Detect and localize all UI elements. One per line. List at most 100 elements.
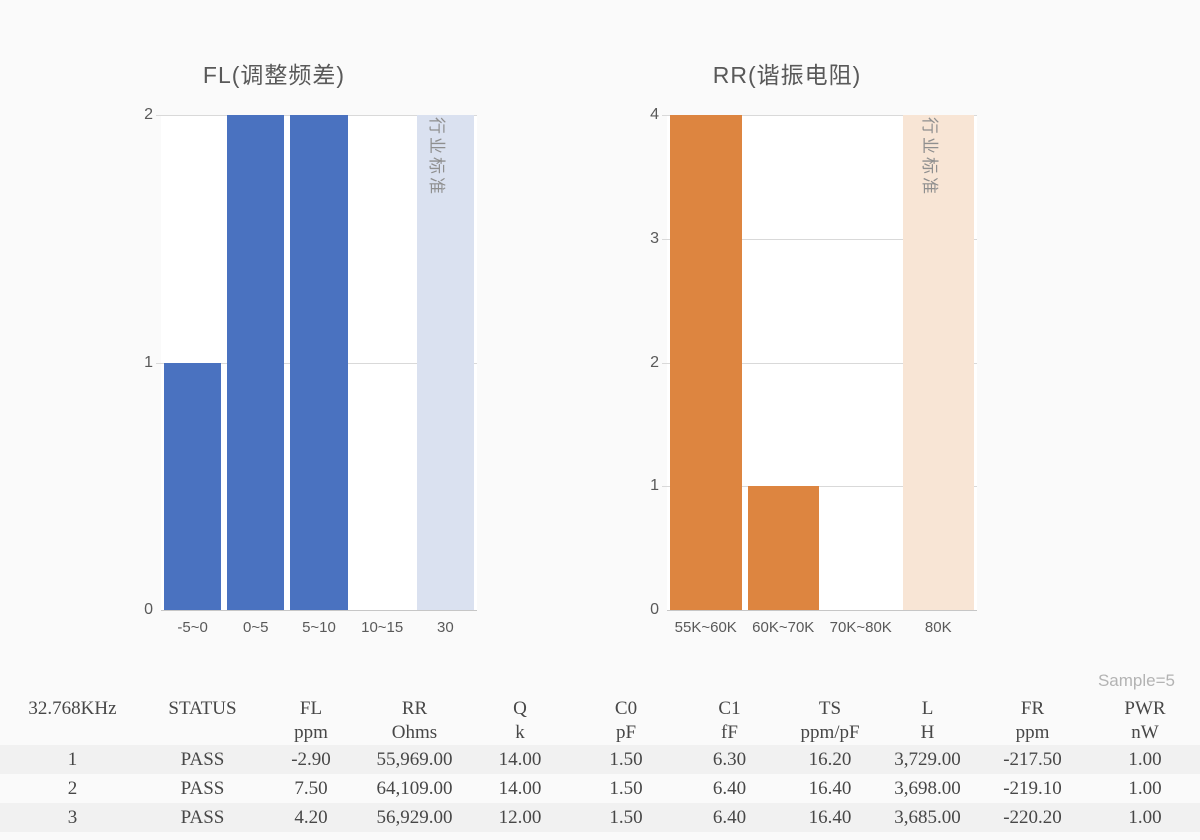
table-cell: 3,698.00 — [894, 777, 961, 799]
y-axis-tick — [156, 115, 161, 116]
table-row: 3 PASS 4.20 56,929.00 12.00 1.50 6.40 16.40 3,68… — [0, 803, 1200, 832]
y-axis-label: 4 — [650, 106, 659, 123]
gridline-y3 — [667, 238, 977, 240]
y-axis-label: 3 — [650, 229, 659, 247]
x-axis-label: 80K — [924, 619, 952, 636]
column-header: FL — [299, 697, 323, 719]
column-unit: ppm/pF — [800, 722, 860, 743]
column-unit: H — [920, 722, 935, 743]
table-cell: 56,929.00 — [376, 806, 453, 828]
chart-fl-title: FL(调整频差) — [202, 62, 346, 88]
sample-count-note: Sample=5 — [1097, 671, 1175, 690]
table-cell: -220.20 — [1003, 806, 1062, 828]
table-cell: 4.20 — [294, 806, 328, 828]
chart-rr-title: RR(谐振电阻) — [712, 62, 862, 88]
table-cell: 1.00 — [1128, 748, 1162, 770]
x-axis-label: -5~0 — [177, 619, 208, 636]
table-cell: 7.50 — [294, 777, 328, 799]
column-header: L — [921, 697, 934, 719]
table-cell: PASS — [180, 777, 225, 799]
results-table: 32.768KHz STATUS FL RR Q C0 C1 TS L FR PWR ppm Ohms k… — [0, 696, 1200, 832]
gridline-y4 — [667, 115, 977, 116]
chart-fl-plot-area: 行业标准 — [156, 115, 477, 611]
column-header: RR — [401, 697, 428, 719]
column-header: PWR — [1124, 697, 1166, 719]
column-unit: Ohms — [391, 722, 438, 743]
y-axis-label: 2 — [650, 353, 659, 371]
table-cell: 1.00 — [1128, 777, 1162, 799]
table-cell: 14.00 — [498, 777, 542, 799]
column-header: Q — [513, 697, 527, 719]
table-cell: 16.40 — [808, 806, 852, 828]
column-header: FR — [1020, 697, 1045, 719]
table-cell: 6.30 — [712, 748, 747, 770]
industry-standard-bar: 行业标准 — [902, 115, 974, 610]
table-cell: 64,109.00 — [376, 777, 453, 799]
table-cell: 12.00 — [498, 806, 542, 828]
table-cell: 1.50 — [609, 806, 643, 828]
y-axis-label: 1 — [650, 477, 659, 495]
table-cell: 1.50 — [609, 777, 643, 799]
gridline-y2 — [667, 362, 977, 364]
column-header: TS — [818, 697, 842, 719]
column-header: C1 — [718, 697, 741, 719]
table-cell: 2 — [67, 777, 78, 799]
column-unit — [0, 721, 145, 745]
x-axis-label: 60K~70K — [752, 619, 815, 636]
table-cell: 6.40 — [712, 777, 747, 799]
x-axis-label: 70K~80K — [829, 619, 892, 636]
column-header: STATUS — [168, 697, 237, 719]
y-axis-tick — [662, 115, 667, 116]
industry-standard-bar: 行业标准 — [416, 115, 474, 610]
table-cell: 3,685.00 — [894, 806, 961, 828]
column-unit: ppm — [1015, 722, 1050, 743]
table-cell: -2.90 — [291, 748, 331, 770]
column-header: C0 — [614, 697, 638, 719]
column-unit: nW — [1131, 722, 1159, 743]
table-cell: PASS — [180, 806, 225, 828]
x-axis-label: 10~15 — [361, 619, 404, 636]
y-axis-label: 2 — [144, 106, 153, 123]
column-unit: k — [515, 722, 525, 743]
chart-rr-plot-area: 行业标准 — [662, 115, 977, 611]
y-axis-tick — [662, 238, 667, 240]
table-cell: 3,729.00 — [894, 748, 961, 770]
y-axis-label: 0 — [144, 601, 153, 618]
header-name-row: 32.768KHz STATUS FL RR Q C0 C1 TS L FR PWR — [0, 696, 1200, 721]
table-cell: 16.20 — [808, 748, 852, 770]
x-axis-label: 55K~60K — [674, 619, 737, 636]
table-row: 1 PASS -2.90 55,969.00 14.00 1.50 6.30 16.20 3,7… — [0, 745, 1200, 774]
gridline-y1 — [667, 486, 977, 488]
x-axis-label: 5~10 — [302, 619, 336, 636]
data-bar-5~10 — [290, 115, 348, 610]
column-unit — [145, 721, 260, 745]
table-cell: 1 — [67, 748, 78, 770]
table-cell: 1.50 — [609, 748, 643, 770]
data-bar-0~5 — [227, 115, 285, 610]
data-bar--5~0 — [164, 362, 222, 610]
column-unit: pF — [615, 722, 637, 743]
table-cell: 6.40 — [712, 806, 747, 828]
y-axis-tick — [156, 362, 161, 364]
table-cell: PASS — [180, 748, 225, 770]
column-header: 32.768KHz — [28, 697, 117, 719]
y-axis-label: 1 — [144, 353, 153, 371]
x-axis-label: 0~5 — [243, 619, 269, 636]
table-cell: 3 — [67, 806, 78, 828]
table-cell: 1.00 — [1128, 806, 1162, 828]
table-cell: 55,969.00 — [376, 748, 453, 770]
table-cell: -219.10 — [1003, 777, 1062, 799]
table-cell: 16.40 — [808, 777, 852, 799]
y-axis-label: 0 — [650, 601, 659, 618]
data-bar-60K~70K — [747, 486, 819, 610]
x-axis-label: 30 — [437, 619, 454, 636]
table-row: 2 PASS 7.50 64,109.00 14.00 1.50 6.40 16.40 3,69… — [0, 774, 1200, 803]
table-cell: -217.50 — [1003, 748, 1062, 770]
column-unit: fF — [721, 722, 738, 743]
y-axis-tick — [662, 486, 667, 488]
table-cell: 14.00 — [498, 748, 542, 770]
column-unit: ppm — [294, 722, 328, 743]
